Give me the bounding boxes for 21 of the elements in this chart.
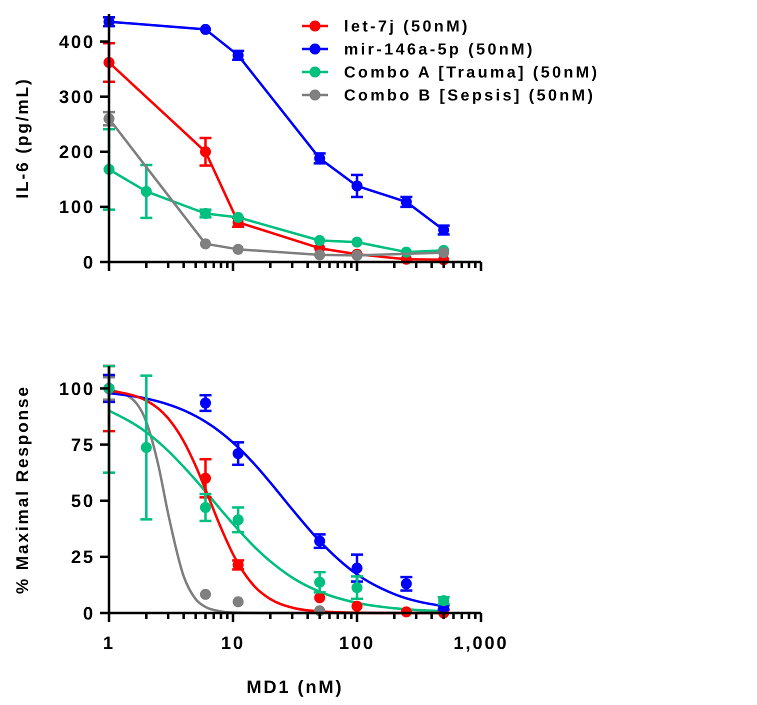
y-tick-label: 0 — [82, 252, 95, 272]
legend-label: let-7j (50nM) — [344, 18, 470, 36]
x-tick-label: 1 — [102, 633, 116, 653]
legend-label: Combo A [Trauma] (50nM) — [344, 64, 600, 82]
x-tick-label: 1,000 — [453, 633, 509, 653]
y-tick-label: 100 — [58, 197, 95, 218]
x-tick-label: 100 — [338, 633, 376, 653]
y-tick-label: 100 — [58, 378, 95, 399]
legend-label: Combo B [Sepsis] (50nM) — [344, 88, 596, 105]
y-tick-label: 0 — [82, 603, 95, 624]
x-tick-label: 10 — [220, 633, 246, 653]
y-axis-title: IL-6 (pg/mL) — [13, 77, 32, 199]
y-tick-label: 200 — [58, 142, 95, 162]
y-tick-label: 400 — [58, 32, 95, 52]
y-tick-label: 50 — [70, 491, 95, 512]
y-tick-label: 25 — [70, 547, 95, 568]
legend-label: mir-146a-5p (50nM) — [344, 42, 535, 59]
y-tick-label: 300 — [58, 86, 95, 107]
y-tick-label: 75 — [70, 434, 95, 455]
x-axis-title: MD1 (nM) — [246, 677, 344, 697]
y-axis-title: % Maximal Response — [13, 385, 32, 594]
